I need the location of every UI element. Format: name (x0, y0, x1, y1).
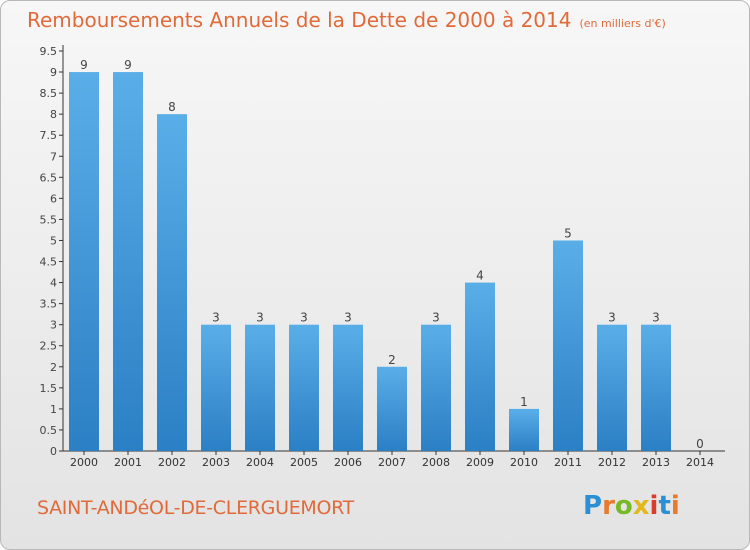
unit-label: (en milliers d'€) (579, 17, 666, 30)
data-label: 4 (476, 269, 484, 283)
x-tick-label: 2000 (70, 456, 98, 469)
logo-letter: P (583, 491, 603, 521)
data-label: 3 (300, 311, 308, 325)
y-tick-label: 5 (50, 234, 57, 247)
x-tick-label: 2004 (246, 456, 274, 469)
bar (201, 324, 231, 451)
logo-letter: r (602, 491, 615, 521)
x-tick-label: 2002 (158, 456, 186, 469)
y-tick-label: 7 (50, 150, 57, 163)
y-tick-label: 5.5 (40, 213, 58, 226)
bar (245, 324, 275, 451)
logo-letter: x (632, 491, 650, 521)
x-tick-label: 2003 (202, 456, 230, 469)
data-label: 3 (608, 311, 616, 325)
data-label: 3 (212, 311, 220, 325)
y-tick-label: 4.5 (40, 256, 58, 269)
data-label: 3 (652, 311, 660, 325)
y-tick-label: 2 (50, 361, 57, 374)
x-tick-label: 2005 (290, 456, 318, 469)
y-tick-label: 8.5 (40, 87, 58, 100)
data-label: 5 (564, 226, 572, 240)
title-text: Remboursements Annuels de la Dette de 20… (27, 8, 572, 32)
x-tick-label: 2009 (466, 456, 494, 469)
y-tick-label: 6 (50, 192, 57, 205)
x-tick-label: 2012 (598, 456, 626, 469)
y-tick-label: 0 (50, 445, 57, 458)
x-tick-label: 2001 (114, 456, 142, 469)
data-label: 1 (520, 395, 528, 409)
bar (597, 324, 627, 451)
x-tick-label: 2007 (378, 456, 406, 469)
bar (465, 282, 495, 451)
x-tick-label: 2006 (334, 456, 362, 469)
bar (333, 324, 363, 451)
y-tick-label: 2.5 (40, 340, 58, 353)
bar (157, 114, 187, 451)
bar (69, 72, 99, 451)
x-tick-label: 2013 (642, 456, 670, 469)
bar (113, 72, 143, 451)
data-label: 3 (432, 311, 440, 325)
data-label: 2 (388, 353, 396, 367)
proxiti-logo: Proxiti (583, 491, 680, 521)
y-tick-label: 0.5 (40, 424, 58, 437)
data-label: 9 (124, 58, 132, 72)
logo-letter: i (649, 491, 659, 521)
y-tick-label: 1.5 (40, 382, 58, 395)
x-tick-label: 2010 (510, 456, 538, 469)
y-tick-label: 1 (50, 403, 57, 416)
x-tick-label: 2014 (686, 456, 714, 469)
y-tick-label: 8 (50, 108, 57, 121)
chart-title: Remboursements Annuels de la Dette de 20… (27, 8, 666, 32)
y-tick-label: 4 (50, 277, 57, 290)
y-tick-label: 9 (50, 66, 57, 79)
logo-letter: t (658, 491, 671, 521)
logo-letter: i (670, 491, 680, 521)
y-tick-label: 7.5 (40, 129, 58, 142)
data-label: 8 (168, 100, 176, 114)
bar (421, 324, 451, 451)
commune-name: SAINT-ANDéOL-DE-CLERGUEMORT (37, 497, 354, 519)
y-tick-label: 3 (50, 319, 57, 332)
x-tick-label: 2008 (422, 456, 450, 469)
bar (509, 408, 539, 451)
bar (289, 324, 319, 451)
y-tick-label: 3.5 (40, 298, 58, 311)
y-tick-label: 6.5 (40, 171, 58, 184)
bar (641, 324, 671, 451)
data-label: 3 (256, 311, 264, 325)
data-label: 9 (80, 58, 88, 72)
y-tick-label: 9.5 (40, 45, 58, 58)
data-label: 3 (344, 311, 352, 325)
x-tick-label: 2011 (554, 456, 582, 469)
data-label: 0 (696, 437, 704, 451)
bar (377, 366, 407, 451)
logo-letter: o (614, 491, 633, 521)
bar (553, 240, 583, 451)
